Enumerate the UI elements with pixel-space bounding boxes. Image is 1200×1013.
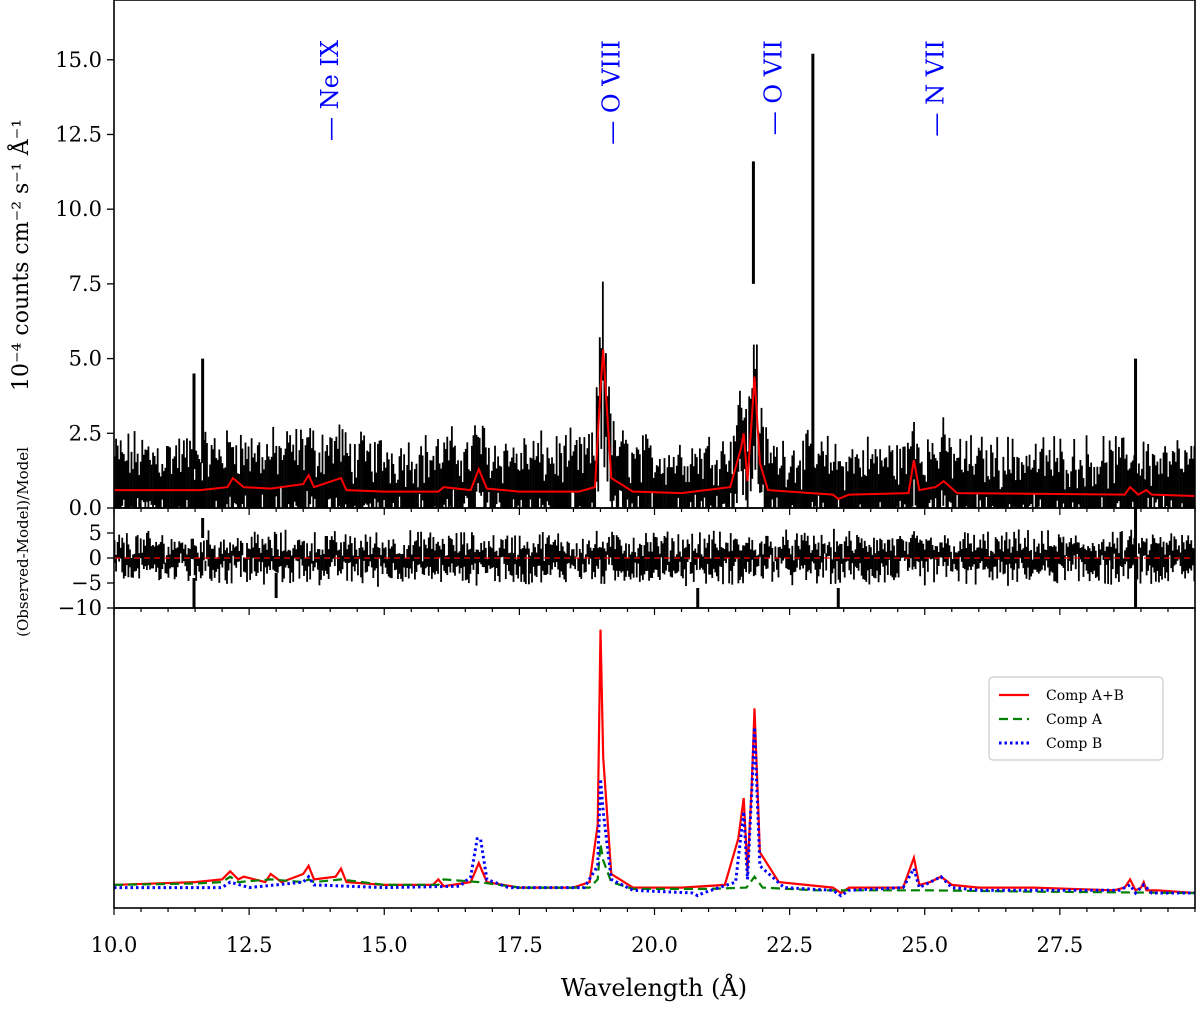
x-tick-label: 17.5 xyxy=(496,933,543,957)
line-id-label: — Ne IX xyxy=(316,40,344,141)
model-curve xyxy=(114,349,1196,501)
x-tick-label: 22.5 xyxy=(766,933,813,957)
line-id-label: — N VII xyxy=(922,40,950,137)
y-tick-label: 2.5 xyxy=(69,421,102,445)
x-tick-label: 15.0 xyxy=(361,933,408,957)
x-tick-label: 10.0 xyxy=(91,933,138,957)
series-comp-b xyxy=(114,727,1195,898)
y-tick-label: −5 xyxy=(71,571,102,595)
spectrum-y-axis-label: 10⁻⁴ counts cm⁻² s⁻¹ Å⁻¹ xyxy=(6,119,34,391)
series-comp-a xyxy=(113,843,1196,895)
y-tick-label: 15.0 xyxy=(55,48,102,72)
residual-marks xyxy=(113,508,1196,608)
y-tick-label: 10.0 xyxy=(55,197,102,221)
line-id-label: — O VII xyxy=(759,40,787,135)
spectrum-marks: — Ne IX — O VIII — O VII — N VII xyxy=(113,40,1196,508)
y-tick-label: 12.5 xyxy=(55,122,102,146)
legend-label: Comp B xyxy=(1046,736,1102,752)
spectrum-panel-frame xyxy=(113,0,1196,509)
series-comp-a-b xyxy=(113,629,1196,895)
axes-group: 0.0 2.5 5.0 7.5 10.0 12.5 15.0 −10−505 10.0 12.5 1… xyxy=(55,0,1196,957)
legend: Comp A+B Comp A Comp B xyxy=(988,676,1164,761)
x-tick-label: 25.0 xyxy=(901,933,948,957)
y-tick-label: −10 xyxy=(58,596,102,620)
component-marks xyxy=(113,629,1196,898)
legend-label: Comp A xyxy=(1046,712,1103,728)
x-tick-label: 20.0 xyxy=(631,933,678,957)
line-id-label: — O VIII xyxy=(597,40,625,145)
x-tick-label: 27.5 xyxy=(1036,933,1083,957)
y-tick-label: 0 xyxy=(89,546,102,570)
y-tick-label: 5 xyxy=(89,521,102,545)
legend-label: Comp A+B xyxy=(1046,688,1124,704)
y-tick-label: 5.0 xyxy=(69,347,102,371)
y-tick-label: 0.0 xyxy=(69,496,102,520)
residual-y-axis-label: (Observed-Model)/Model xyxy=(14,447,32,637)
y-tick-label: 7.5 xyxy=(69,272,102,296)
x-tick-label: 12.5 xyxy=(226,933,273,957)
legend-box xyxy=(988,676,1164,761)
x-axis-label: Wavelength (Å) xyxy=(561,973,747,1002)
